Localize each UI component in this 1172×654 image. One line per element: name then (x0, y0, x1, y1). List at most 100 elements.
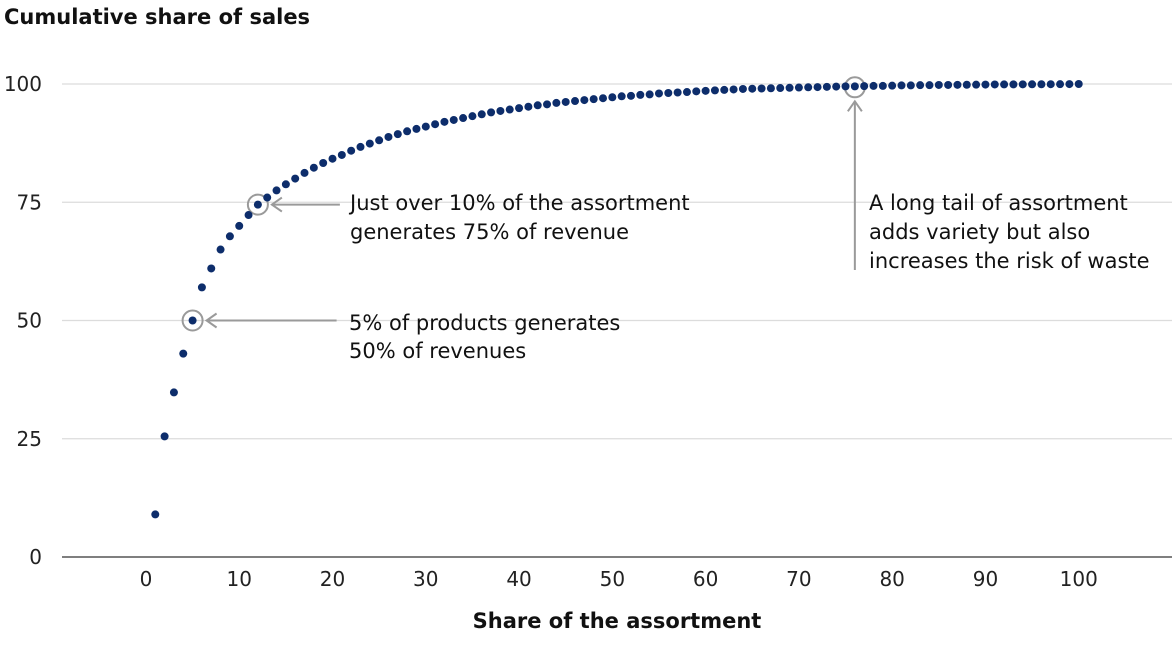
data-point (794, 83, 803, 92)
data-point (599, 94, 608, 103)
data-point (682, 88, 691, 97)
data-point (897, 81, 906, 90)
data-point (878, 81, 887, 90)
data-points (151, 80, 1083, 519)
data-point (1000, 80, 1009, 89)
data-point (244, 211, 253, 220)
data-point (953, 80, 962, 89)
data-point (673, 88, 682, 97)
data-point (561, 97, 570, 106)
data-point (207, 264, 216, 273)
data-point (654, 89, 663, 98)
y-axis-ticks: 0 25 50 75 100 (4, 72, 42, 569)
data-point (188, 316, 197, 325)
data-point (664, 88, 673, 97)
data-point (832, 82, 841, 91)
data-point (319, 158, 328, 167)
x-tick-label: 40 (506, 567, 531, 591)
data-point (440, 117, 449, 126)
x-tick-label: 90 (973, 567, 998, 591)
x-tick-label: 60 (693, 567, 718, 591)
arrow-head (204, 312, 218, 329)
data-point (543, 100, 552, 109)
highlight-ring (181, 309, 204, 332)
data-point (785, 83, 794, 92)
x-tick-label: 70 (786, 567, 811, 591)
data-point (589, 95, 598, 104)
data-point (748, 84, 757, 93)
data-point (934, 80, 943, 89)
data-point (197, 283, 206, 292)
data-point (1037, 80, 1046, 89)
data-point (869, 81, 878, 90)
data-point (766, 84, 775, 93)
data-point (515, 104, 524, 113)
annotation-text: A long tail of assortment (869, 191, 1128, 215)
annotation-text: generates 75% of revenue (350, 220, 629, 244)
annotation-text: adds variety but also (869, 220, 1090, 244)
data-point (804, 83, 813, 92)
data-point (617, 92, 626, 101)
data-point (850, 82, 859, 91)
data-point (1018, 80, 1027, 89)
x-tick-label: 30 (413, 567, 438, 591)
arrow-head (270, 196, 283, 213)
x-tick-label: 20 (320, 567, 345, 591)
data-point (468, 112, 477, 121)
annotation-text: increases the risk of waste (869, 249, 1150, 273)
data-point (813, 83, 822, 92)
data-point (328, 154, 337, 163)
y-tick-label: 50 (17, 309, 42, 333)
data-point (962, 80, 971, 89)
data-point (272, 186, 281, 195)
data-point (916, 81, 925, 90)
data-point (580, 96, 589, 105)
y-tick-label: 25 (17, 427, 42, 451)
data-point (729, 85, 738, 94)
data-point (645, 90, 654, 99)
data-point (179, 349, 188, 358)
y-tick-label: 0 (29, 545, 42, 569)
x-tick-label: 0 (140, 567, 153, 591)
x-axis-title: Share of the assortment (473, 609, 762, 633)
data-point (1046, 80, 1055, 89)
data-point (309, 163, 318, 172)
data-point (337, 150, 346, 159)
data-point (384, 132, 393, 141)
data-point (571, 97, 580, 106)
data-point (365, 139, 374, 148)
data-point (253, 200, 262, 209)
data-point (757, 84, 766, 93)
data-point (160, 432, 169, 441)
data-point (888, 81, 897, 90)
data-point (860, 82, 869, 91)
data-point (710, 86, 719, 95)
data-point (841, 82, 850, 91)
annotations: Just over 10% of the assortment generates… (181, 76, 1150, 363)
data-point (151, 510, 160, 519)
data-point (906, 81, 915, 90)
data-point (692, 87, 701, 96)
data-point (944, 80, 953, 89)
data-point (375, 136, 384, 145)
annotation-text: Just over 10% of the assortment (348, 191, 690, 215)
annotation-text: 50% of revenues (349, 339, 526, 363)
data-point (1056, 80, 1065, 89)
data-point (403, 127, 412, 136)
data-point (431, 120, 440, 129)
arrow-head (847, 99, 863, 112)
data-point (608, 93, 617, 102)
x-tick-label: 10 (227, 567, 252, 591)
data-point (990, 80, 999, 89)
data-point (533, 101, 542, 110)
data-point (524, 102, 533, 111)
data-point (701, 86, 710, 95)
x-tick-label: 100 (1060, 567, 1098, 591)
data-point (552, 98, 561, 107)
y-tick-label: 100 (4, 72, 42, 96)
x-tick-label: 80 (879, 567, 904, 591)
data-point (1028, 80, 1037, 89)
data-point (356, 142, 365, 151)
data-point (459, 114, 468, 123)
